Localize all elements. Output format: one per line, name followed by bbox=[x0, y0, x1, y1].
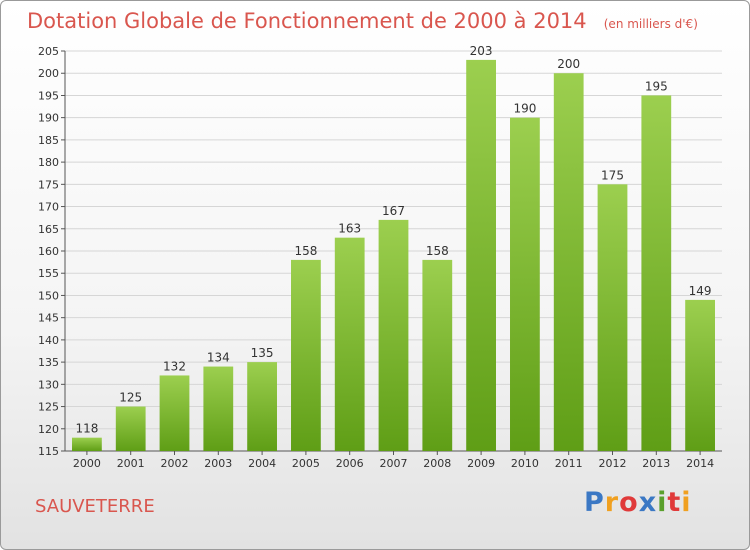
bar bbox=[553, 73, 584, 451]
y-tick-label: 135 bbox=[38, 356, 59, 369]
label-layer: 115 120 125 130 135 140 145 150 155 160 165 170 175 1… bbox=[38, 44, 714, 470]
logo-letter: x bbox=[638, 487, 658, 518]
y-tick-label: 115 bbox=[38, 445, 59, 458]
bar bbox=[247, 362, 277, 451]
data-label: 195 bbox=[645, 79, 668, 93]
y-tick-label: 170 bbox=[38, 201, 59, 214]
bar-layer bbox=[72, 59, 715, 452]
data-label: 118 bbox=[75, 422, 98, 436]
x-tick-label: 2009 bbox=[467, 457, 495, 470]
y-tick-label: 130 bbox=[38, 378, 59, 391]
bar bbox=[510, 117, 540, 452]
bar bbox=[334, 237, 365, 451]
proxiti-logo: Proxiti bbox=[584, 487, 692, 518]
y-tick-label: 145 bbox=[38, 312, 59, 325]
y-tick-label: 150 bbox=[38, 289, 59, 302]
y-tick-label: 200 bbox=[38, 67, 59, 80]
y-tick-label: 125 bbox=[38, 401, 59, 414]
logo-letter: i bbox=[681, 487, 692, 518]
x-tick-label: 2012 bbox=[599, 457, 627, 470]
y-tick-label: 205 bbox=[38, 45, 59, 58]
y-tick-label: 180 bbox=[38, 156, 59, 169]
logo-letter: i bbox=[657, 487, 668, 518]
data-label: 125 bbox=[119, 391, 142, 405]
x-tick-label: 2006 bbox=[336, 457, 364, 470]
bar bbox=[422, 259, 453, 451]
data-label: 134 bbox=[207, 351, 230, 365]
data-label: 190 bbox=[513, 102, 536, 116]
x-tick-label: 2014 bbox=[686, 457, 714, 470]
data-label: 149 bbox=[689, 284, 712, 298]
data-label: 167 bbox=[382, 204, 405, 218]
bar bbox=[466, 59, 496, 452]
bar bbox=[291, 259, 321, 451]
y-tick-label: 195 bbox=[38, 89, 59, 102]
bar bbox=[597, 184, 628, 452]
x-tick-label: 2003 bbox=[204, 457, 232, 470]
logo-letter: t bbox=[667, 487, 682, 518]
data-label: 158 bbox=[426, 244, 449, 258]
x-tick-label: 2010 bbox=[511, 457, 539, 470]
chart-unit: (en milliers d'€) bbox=[603, 17, 698, 31]
bar bbox=[685, 299, 715, 451]
bar bbox=[641, 95, 672, 451]
data-label: 135 bbox=[251, 346, 274, 360]
data-label: 200 bbox=[557, 57, 580, 71]
data-label: 163 bbox=[338, 222, 361, 236]
data-label: 203 bbox=[470, 44, 493, 58]
x-tick-label: 2011 bbox=[555, 457, 583, 470]
bar bbox=[378, 219, 409, 451]
y-tick-label: 140 bbox=[38, 334, 59, 347]
data-label: 132 bbox=[163, 359, 186, 373]
logo-letter: r bbox=[604, 487, 620, 518]
y-tick-label: 120 bbox=[38, 423, 59, 436]
bar bbox=[203, 366, 234, 451]
chart-title: Dotation Globale de Fonctionnement de 20… bbox=[27, 9, 587, 33]
bar bbox=[115, 406, 146, 451]
x-tick-label: 2013 bbox=[642, 457, 670, 470]
y-tick-label: 165 bbox=[38, 223, 59, 236]
x-tick-label: 2007 bbox=[380, 457, 408, 470]
x-tick-label: 2002 bbox=[161, 457, 189, 470]
title-row: Dotation Globale de Fonctionnement de 20… bbox=[27, 9, 698, 33]
x-tick-label: 2000 bbox=[73, 457, 101, 470]
bar bbox=[159, 375, 190, 451]
y-tick-label: 190 bbox=[38, 112, 59, 125]
x-tick-label: 2008 bbox=[423, 457, 451, 470]
x-tick-label: 2005 bbox=[292, 457, 320, 470]
logo-letter: P bbox=[584, 487, 605, 518]
city-name: SAUVETERRE bbox=[35, 496, 155, 517]
x-tick-label: 2001 bbox=[117, 457, 145, 470]
data-label: 175 bbox=[601, 168, 624, 182]
data-label: 158 bbox=[294, 244, 317, 258]
logo-letter: o bbox=[619, 487, 639, 518]
y-tick-label: 185 bbox=[38, 134, 59, 147]
y-tick-label: 175 bbox=[38, 178, 59, 191]
y-tick-label: 155 bbox=[38, 267, 59, 280]
x-tick-label: 2004 bbox=[248, 457, 276, 470]
y-tick-label: 160 bbox=[38, 245, 59, 258]
bar bbox=[72, 437, 102, 451]
